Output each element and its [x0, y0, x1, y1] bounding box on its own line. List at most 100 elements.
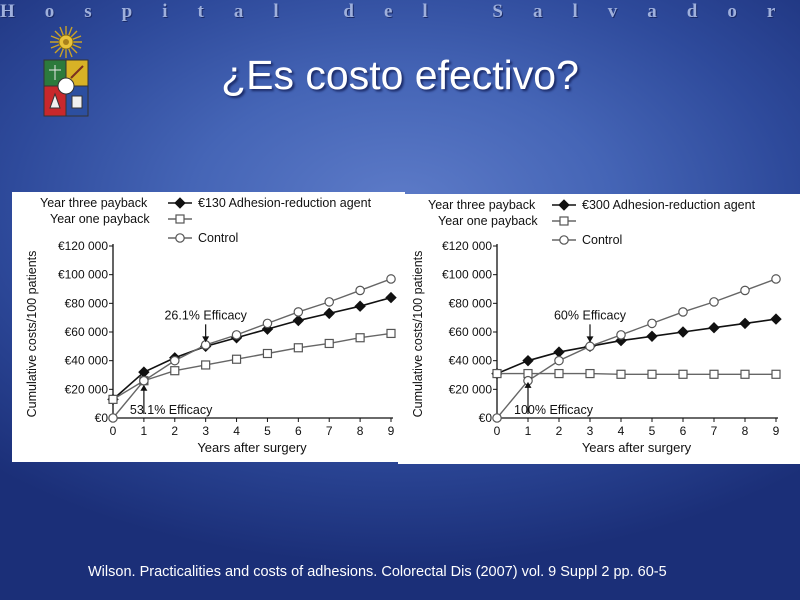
data-point [231, 330, 242, 340]
x-tick-label: 7 [326, 424, 333, 438]
data-point [354, 300, 366, 312]
annotation-label: 60% Efficacy [554, 308, 627, 322]
data-point [522, 354, 534, 367]
x-tick-label: 4 [618, 424, 625, 438]
data-point [292, 314, 305, 327]
y-tick-label: €60 000 [65, 325, 109, 339]
hospital-name: Hospital del Salvador [0, 1, 800, 22]
series-line [112, 278, 392, 419]
legend: Year three payback Year one payback €300 A… [428, 198, 756, 247]
data-point [740, 369, 750, 379]
sun-emblem [50, 26, 82, 58]
data-point [492, 413, 502, 423]
y-tick-label: €40 000 [449, 354, 493, 368]
chart-panel-right: €0 €20 000 €40 000 €60 000 €80 000 €100 000 €1… [398, 194, 800, 464]
data-point [201, 360, 211, 370]
data-point [554, 368, 564, 379]
annotation-label: 53.1% Efficacy [130, 403, 213, 417]
legend-entry-label: €300 Adhesion-reduction agent [582, 198, 756, 212]
x-tick-label: 0 [110, 424, 117, 438]
data-point [355, 285, 365, 296]
x-tick-label: 2 [556, 424, 563, 438]
x-axis-title: Years after surgery [197, 440, 307, 455]
series-1 [108, 328, 396, 404]
legend-side-label: Year three payback [428, 198, 536, 212]
legend: Year three payback Year one payback €130 A… [40, 196, 372, 245]
x-tick-label: 6 [295, 424, 302, 438]
data-point [492, 368, 502, 379]
y-tick-label: €80 000 [65, 296, 109, 310]
x-tick-label: 3 [587, 424, 594, 438]
data-point [739, 317, 751, 330]
series-line [112, 296, 392, 400]
data-point [323, 307, 335, 320]
series-1 [492, 368, 781, 379]
x-axis-title: Years after surgery [582, 440, 692, 455]
x-tick-label: 1 [141, 424, 148, 438]
data-point [324, 297, 335, 307]
x-tick-label: 2 [171, 424, 178, 438]
data-point [386, 328, 396, 339]
data-point [585, 341, 595, 352]
y-tick-label: €100 000 [58, 268, 108, 282]
legend-swatch-marker [174, 197, 186, 209]
series-2 [492, 274, 781, 423]
chart-left: €0 €20 000 €40 000 €60 000 €80 000 €100 000 €1… [25, 196, 397, 455]
chart-right: €0 €20 000 €40 000 €60 000 €80 000 €100 000 €1… [411, 198, 782, 455]
series-line [497, 372, 776, 375]
legend-swatch-marker [559, 235, 569, 245]
chart-panel-left: €0 €20 000 €40 000 €60 000 €80 000 €100 000 €1… [12, 192, 405, 462]
annotation-arrow-head [202, 336, 210, 343]
data-point [553, 346, 565, 358]
citation: Wilson. Practicalities and costs of adhe… [88, 564, 667, 580]
x-tick-label: 9 [773, 424, 780, 438]
slide-title: ¿Es costo efectivo? [221, 52, 579, 98]
series-0 [107, 291, 397, 406]
x-tick-label: 1 [525, 424, 532, 438]
y-tick-label: €20 000 [65, 382, 109, 396]
y-tick-label: €40 000 [65, 354, 109, 368]
annotation-arrow-head [140, 384, 148, 391]
data-point [355, 333, 365, 343]
y-tick-label: €20 000 [449, 382, 493, 396]
legend-swatch-marker [175, 233, 185, 243]
data-point [709, 369, 719, 379]
legend-side-label: Year one payback [438, 214, 538, 228]
series-2 [108, 274, 396, 423]
data-point [385, 291, 397, 304]
data-point [554, 355, 564, 366]
x-tick-label: 6 [680, 424, 687, 438]
x-tick-label: 8 [357, 424, 364, 438]
x-tick-label: 5 [649, 424, 656, 438]
legend-side-label: Year one payback [50, 212, 150, 226]
x-tick-label: 4 [233, 424, 240, 438]
data-point [324, 338, 334, 349]
y-axis-title: Cumulative costs/100 patients [411, 251, 425, 418]
legend-entry-label: Control [582, 233, 622, 247]
crest-shield [43, 59, 89, 117]
data-point [709, 297, 719, 307]
data-point [170, 366, 180, 376]
data-point [108, 413, 118, 423]
y-tick-label: €80 000 [449, 296, 493, 310]
y-tick-label: €120 000 [442, 239, 492, 253]
y-tick-label: €0 [95, 411, 109, 425]
y-tick-label: €60 000 [449, 325, 493, 339]
annotation-label: 26.1% Efficacy [164, 308, 247, 322]
series-line [496, 318, 777, 375]
annotation-arrow-head [524, 381, 532, 388]
data-point [677, 326, 689, 338]
x-tick-label: 8 [742, 424, 749, 438]
data-point [770, 313, 782, 325]
legend-entry-label: €130 Adhesion-reduction agent [198, 196, 372, 210]
x-tick-label: 7 [711, 424, 718, 438]
series-line [496, 278, 777, 419]
data-point [647, 369, 657, 379]
data-point [293, 307, 304, 317]
data-point [139, 375, 149, 386]
data-point [169, 355, 180, 366]
legend-swatch-marker [558, 199, 570, 211]
legend-swatch-marker [175, 214, 185, 224]
y-tick-label: €100 000 [442, 268, 492, 282]
data-point [647, 318, 657, 329]
